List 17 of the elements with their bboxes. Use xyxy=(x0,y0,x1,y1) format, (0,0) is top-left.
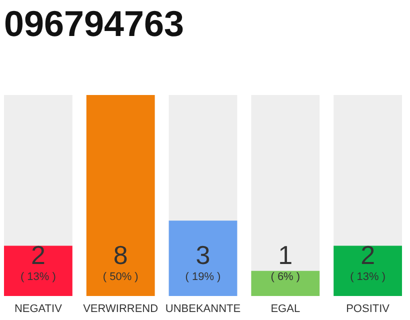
data-label: 8 xyxy=(113,240,128,270)
x-tick-label: VERWIRREND xyxy=(83,303,158,315)
annotation: ( 13% ) xyxy=(20,271,56,283)
x-tick-label: EGAL xyxy=(270,303,300,315)
bar xyxy=(251,270,320,296)
annotation: ( 13% ) xyxy=(350,271,386,283)
data-label: 1 xyxy=(278,240,293,270)
data-label: 3 xyxy=(196,240,210,270)
x-tick-label: NEGATIV xyxy=(14,303,63,315)
annotation: ( 19% ) xyxy=(185,271,221,283)
chart-title: 096794763 xyxy=(4,3,184,44)
annotation: ( 6% ) xyxy=(270,271,300,283)
x-tick-label: POSITIV xyxy=(346,303,390,315)
data-label: 2 xyxy=(30,240,46,270)
x-tick-label: UNBEKANNTE xyxy=(165,303,241,315)
data-label: 2 xyxy=(360,240,376,270)
annotation: ( 50% ) xyxy=(102,271,138,283)
